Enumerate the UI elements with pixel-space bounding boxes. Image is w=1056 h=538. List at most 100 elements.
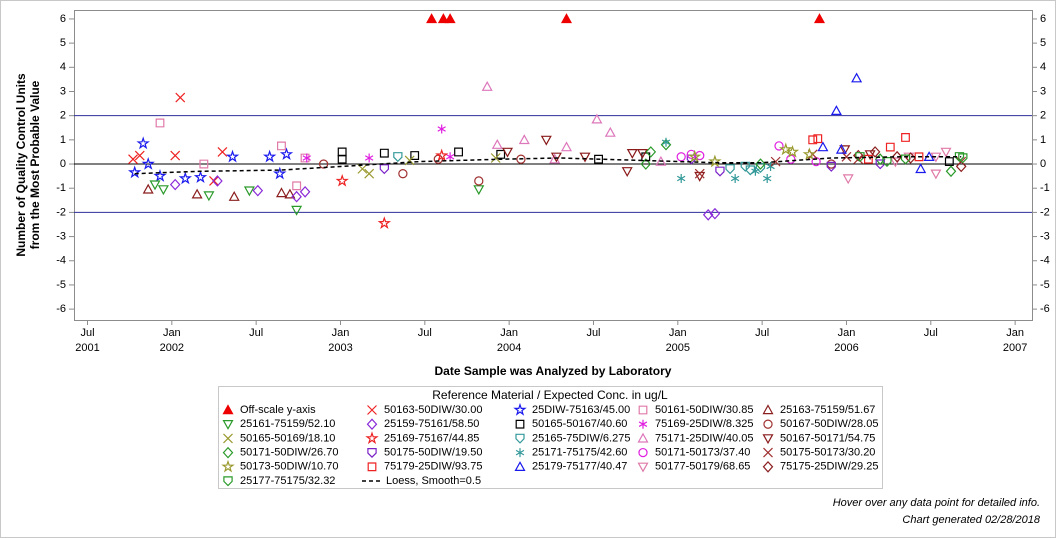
data-point xyxy=(277,141,286,151)
data-point xyxy=(579,152,591,163)
legend-label: 50161-50DIW/30.85 xyxy=(655,404,753,416)
data-point xyxy=(491,138,503,149)
data-point xyxy=(191,188,203,199)
data-point xyxy=(490,153,501,163)
legend-label: 75169-25DIW/8.325 xyxy=(655,418,753,430)
y2-tick-label: -6 xyxy=(1040,303,1050,315)
data-point xyxy=(901,133,910,142)
x-tick-year: 2005 xyxy=(666,342,690,354)
data-point xyxy=(640,158,652,170)
data-point xyxy=(785,144,800,158)
data-point xyxy=(891,150,903,163)
data-point xyxy=(474,176,484,186)
y-tick-label: 0 xyxy=(60,158,66,170)
y-tick-label: 3 xyxy=(60,85,66,97)
data-point xyxy=(393,152,403,163)
legend-swatch xyxy=(513,402,527,416)
y-tick-label: -5 xyxy=(56,279,66,291)
data-point xyxy=(364,153,374,163)
data-point xyxy=(676,152,686,162)
x-tick-label: Jan xyxy=(669,327,687,339)
y2-tick-label: -3 xyxy=(1040,230,1050,242)
data-point xyxy=(169,178,181,191)
data-point xyxy=(708,154,722,168)
data-point xyxy=(778,142,793,156)
data-point xyxy=(127,165,142,179)
data-point xyxy=(275,187,288,198)
legend-label: 25163-75159/51.67 xyxy=(780,404,875,416)
legend-label: 25177-75175/32.32 xyxy=(240,475,335,487)
data-point xyxy=(945,165,957,178)
legend-label: 25159-75161/58.50 xyxy=(384,418,479,430)
data-point xyxy=(279,147,294,161)
data-point xyxy=(774,141,784,151)
data-point xyxy=(900,154,911,165)
data-point xyxy=(725,164,735,175)
data-point xyxy=(252,184,264,197)
data-point xyxy=(817,141,829,152)
data-point xyxy=(550,152,562,163)
data-point xyxy=(318,159,329,169)
data-point xyxy=(199,159,209,169)
data-point xyxy=(740,161,750,172)
data-point xyxy=(404,155,415,166)
legend-swatch xyxy=(515,419,525,429)
data-point xyxy=(203,191,215,202)
legend-swatch xyxy=(366,418,378,430)
data-point xyxy=(272,166,287,180)
legend-label: 75179-25DIW/93.75 xyxy=(384,461,482,473)
x-tick-year: 2006 xyxy=(834,342,858,354)
y2-tick-label: 2 xyxy=(1040,110,1046,122)
y-axis-label: from the Most Probable Value xyxy=(28,80,42,249)
data-point xyxy=(826,161,836,172)
x-tick-year: 2002 xyxy=(160,342,184,354)
data-point xyxy=(751,166,760,176)
data-point xyxy=(851,72,863,83)
data-point xyxy=(958,153,968,164)
data-point xyxy=(435,148,449,162)
y-tick-label: -3 xyxy=(56,230,66,242)
data-point xyxy=(864,154,873,164)
legend-label: 50167-50DIW/28.05 xyxy=(780,418,878,430)
legend-swatch xyxy=(637,432,649,443)
legend-label: 50165-50169/18.10 xyxy=(240,432,335,444)
x-tick-label: Jul xyxy=(249,327,263,339)
y2-tick-label: -5 xyxy=(1040,279,1050,291)
x-tick-label: Jan xyxy=(332,327,350,339)
x-tick-label: Jul xyxy=(80,327,94,339)
data-point xyxy=(302,153,311,163)
data-point xyxy=(621,167,633,178)
legend-swatch xyxy=(763,419,773,429)
y2-tick-label: 5 xyxy=(1040,37,1046,49)
legend-swatch xyxy=(763,447,773,458)
data-point xyxy=(299,186,311,198)
data-point xyxy=(540,135,552,146)
data-point xyxy=(454,147,463,157)
data-point xyxy=(709,207,721,220)
y-tick-label: -1 xyxy=(56,182,66,194)
data-point xyxy=(426,13,438,24)
legend-swatch xyxy=(638,447,648,458)
data-point xyxy=(228,190,240,201)
data-point xyxy=(852,149,864,162)
x-tick-label: Jul xyxy=(586,327,600,339)
footnote: Chart generated 02/28/2018 xyxy=(902,514,1040,526)
data-point xyxy=(889,157,901,168)
data-point xyxy=(885,142,895,152)
x-tick-label: Jul xyxy=(418,327,432,339)
legend-swatch xyxy=(223,433,233,444)
y2-tick-label: 0 xyxy=(1040,158,1046,170)
legend-label: 50165-50167/40.60 xyxy=(532,418,627,430)
legend-swatch xyxy=(762,434,774,445)
y2-tick-label: 6 xyxy=(1040,13,1046,25)
data-point xyxy=(134,150,145,161)
data-point xyxy=(291,205,303,216)
data-point xyxy=(676,174,686,184)
data-point xyxy=(715,166,725,177)
data-point xyxy=(560,141,573,152)
y2-tick-label: -4 xyxy=(1040,255,1050,267)
data-point xyxy=(694,168,705,179)
y-tick-label: 2 xyxy=(60,110,66,122)
